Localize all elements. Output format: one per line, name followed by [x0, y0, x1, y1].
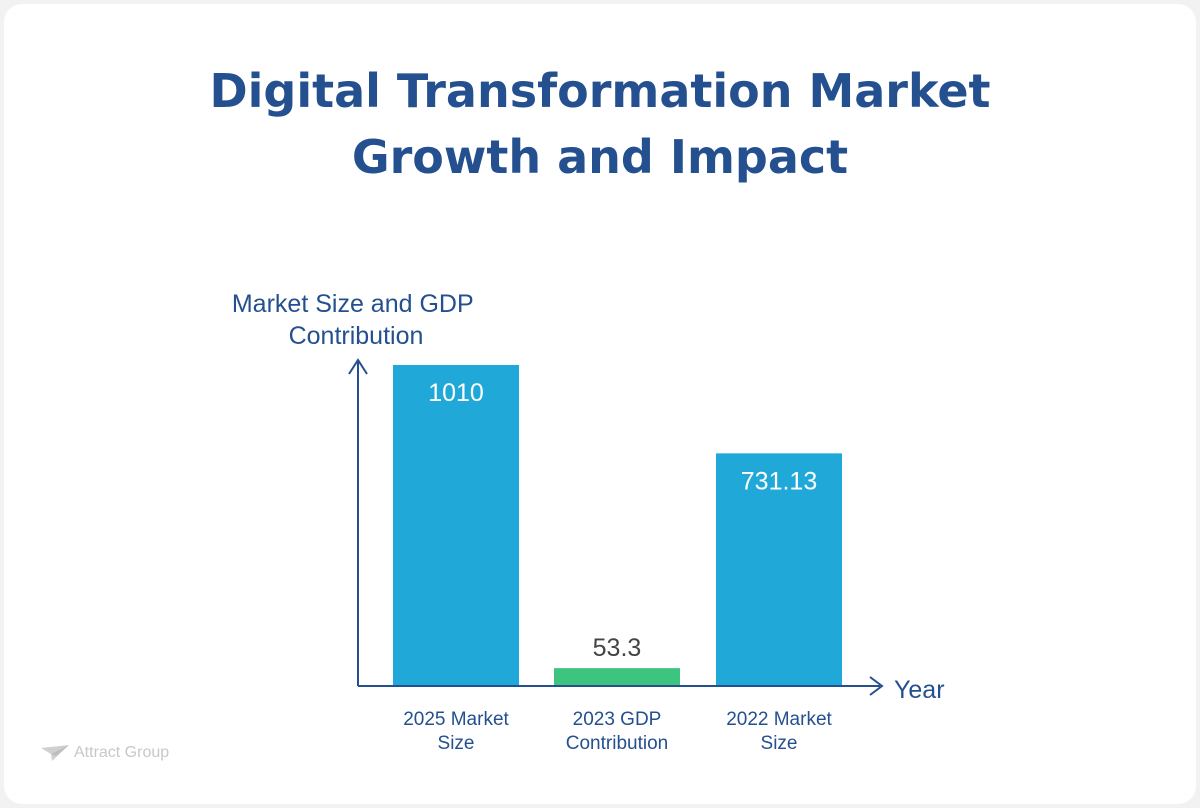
category-label-1-line-2: Size	[438, 733, 475, 754]
y-axis-label-line-2: Contribution	[289, 322, 424, 350]
category-label-1: 2025 Market Size	[403, 709, 509, 754]
y-axis-label-line-1: Market Size and GDP	[232, 290, 473, 318]
value-label-3: 731.13	[741, 467, 817, 495]
category-labels-group: 2025 Market Size 2023 GDP Contribution 2022 …	[403, 709, 832, 754]
category-label-2-line-2: Contribution	[566, 733, 668, 754]
y-axis-arrow-icon	[348, 358, 368, 375]
bar-3	[716, 453, 842, 685]
chart-title: Digital Transformation Market Growth and…	[0, 58, 1200, 190]
brand-logo: Attract Group	[40, 744, 169, 762]
category-label-3: 2022 Market Size	[726, 709, 832, 754]
category-label-2: 2023 GDP Contribution	[566, 709, 668, 754]
category-label-2-line-1: 2023 GDP	[573, 709, 662, 730]
value-label-2: 53.3	[593, 634, 642, 662]
category-label-1-line-1: 2025 Market	[403, 709, 509, 730]
brand-name: Attract Group	[74, 744, 170, 761]
x-axis-arrow-icon	[869, 676, 884, 696]
x-axis-label: Year	[894, 676, 945, 704]
bars-group	[393, 365, 842, 685]
value-label-1: 1010	[428, 379, 484, 407]
chart-title-line-1: Digital Transformation Market	[209, 64, 991, 118]
y-axis-label: Market Size and GDP Contribution	[232, 290, 480, 350]
paper-plane-icon	[41, 745, 69, 761]
category-label-3-line-1: 2022 Market	[726, 709, 832, 730]
chart-title-line-2: Growth and Impact	[351, 130, 849, 184]
bar-1	[393, 365, 519, 685]
bar-2	[554, 668, 680, 685]
category-label-3-line-2: Size	[761, 733, 798, 754]
value-labels-group: 1010 53.3 731.13	[428, 379, 817, 662]
